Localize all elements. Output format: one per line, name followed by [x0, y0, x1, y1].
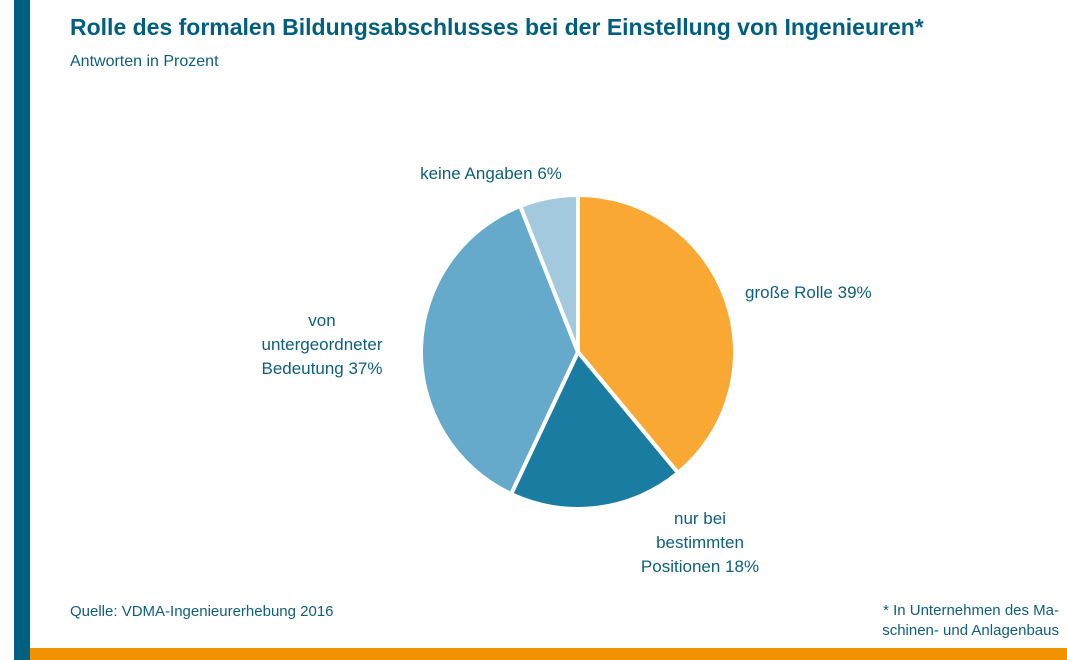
chart-subtitle: Antworten in Prozent [70, 53, 219, 70]
slice-value: 18% [725, 557, 760, 576]
footnote-line: * In Unternehmen des Ma- [883, 602, 1059, 619]
pie-slice [576, 193, 737, 475]
bottom-bar [30, 648, 1067, 660]
slice-name: große Rolle [745, 283, 833, 302]
slice-value: 37% [348, 359, 383, 378]
side-bar [14, 0, 30, 660]
chart-title: Rolle des formalen Bildungsabschlusses b… [70, 14, 924, 40]
slice-name: von untergeordneter Bedeutung [261, 311, 383, 378]
footnote-line: schinen- und Anlagenbaus [882, 622, 1059, 639]
pie-slice [518, 193, 580, 354]
slice-label: nur bei bestimmten Positionen 18% [630, 507, 770, 579]
slice-value: 39% [837, 283, 872, 302]
slice-label: große Rolle 39% [745, 281, 995, 305]
slice-name: keine Angaben [420, 164, 533, 183]
pie-slice [509, 350, 681, 511]
slice-value: 6% [537, 164, 562, 183]
footnote: * In Unternehmen des Ma- schinen- und An… [882, 601, 1059, 641]
slice-label: von untergeordneter Bedeutung 37% [252, 309, 392, 381]
slice-name: nur bei bestimmten Positionen [640, 509, 744, 576]
slice-label: keine Angaben 6% [391, 162, 591, 186]
pie-slice [419, 204, 580, 497]
source: Quelle: VDMA-Ingenieurerhebung 2016 [70, 603, 334, 620]
